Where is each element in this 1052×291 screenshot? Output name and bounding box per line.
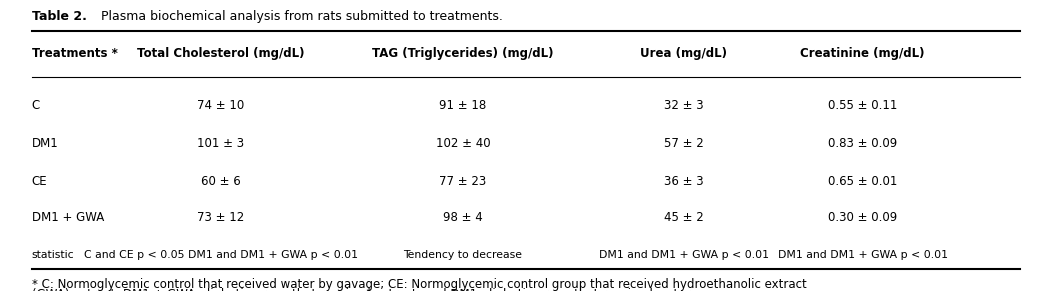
Text: * C: Normoglycemic control that received water by gavage; CE: Normoglycemic cont: * C: Normoglycemic control that received… (32, 278, 806, 291)
Text: 60 ± 6: 60 ± 6 (201, 175, 241, 188)
Text: 0.83 ± 0.09: 0.83 ± 0.09 (828, 137, 897, 150)
Text: DM1 and DM1 + GWA p < 0.01: DM1 and DM1 + GWA p < 0.01 (599, 250, 769, 260)
Text: 73 ± 12: 73 ± 12 (198, 211, 244, 224)
Text: 74 ± 10: 74 ± 10 (198, 99, 244, 112)
Text: 36 ± 3: 36 ± 3 (664, 175, 704, 188)
Text: 101 ± 3: 101 ± 3 (198, 137, 244, 150)
Text: Tendency to decrease: Tendency to decrease (403, 250, 523, 260)
Text: TAG (Triglycerides) (mg/dL): TAG (Triglycerides) (mg/dL) (372, 47, 553, 60)
Text: Treatments *: Treatments * (32, 47, 118, 60)
Text: 102 ± 40: 102 ± 40 (436, 137, 490, 150)
Text: DM1: DM1 (32, 137, 58, 150)
Text: (GWA) extract; DM1 + GWA: diabetic group that received extract; and DM1: diabeti: (GWA) extract; DM1 + GWA: diabetic group… (32, 288, 692, 291)
Text: statistic: statistic (32, 250, 75, 260)
Text: 57 ± 2: 57 ± 2 (664, 137, 704, 150)
Text: Creatinine (mg/dL): Creatinine (mg/dL) (801, 47, 925, 60)
Text: C and CE p < 0.05 DM1 and DM1 + GWA p < 0.01: C and CE p < 0.05 DM1 and DM1 + GWA p < … (84, 250, 358, 260)
Text: Table 2.: Table 2. (32, 10, 86, 23)
Text: DM1 + GWA: DM1 + GWA (32, 211, 104, 224)
Text: Plasma biochemical analysis from rats submitted to treatments.: Plasma biochemical analysis from rats su… (97, 10, 503, 23)
Text: 77 ± 23: 77 ± 23 (440, 175, 486, 188)
Text: C: C (32, 99, 40, 112)
Text: 0.55 ± 0.11: 0.55 ± 0.11 (828, 99, 897, 112)
Text: Total Cholesterol (mg/dL): Total Cholesterol (mg/dL) (137, 47, 305, 60)
Text: 0.30 ± 0.09: 0.30 ± 0.09 (828, 211, 897, 224)
Text: DM1 and DM1 + GWA p < 0.01: DM1 and DM1 + GWA p < 0.01 (777, 250, 948, 260)
Text: CE: CE (32, 175, 47, 188)
Text: 98 ± 4: 98 ± 4 (443, 211, 483, 224)
Text: 0.65 ± 0.01: 0.65 ± 0.01 (828, 175, 897, 188)
Text: 45 ± 2: 45 ± 2 (664, 211, 704, 224)
Text: 91 ± 18: 91 ± 18 (440, 99, 486, 112)
Text: 32 ± 3: 32 ± 3 (664, 99, 704, 112)
Text: Urea (mg/dL): Urea (mg/dL) (641, 47, 727, 60)
